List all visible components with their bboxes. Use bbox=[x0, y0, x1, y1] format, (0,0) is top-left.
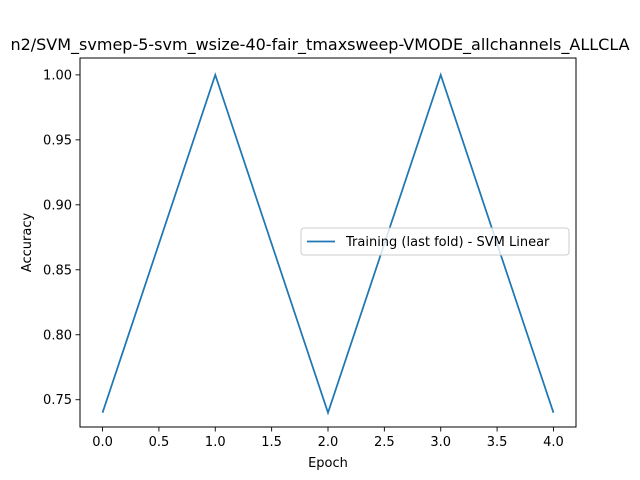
series-layer bbox=[101, 72, 555, 416]
y-axis-label: Accuracy bbox=[20, 213, 35, 273]
legend-box bbox=[300, 227, 570, 256]
legend-label: Training (last fold) - SVM Linear bbox=[345, 235, 550, 250]
x-tick-label: 3.5 bbox=[487, 435, 508, 450]
legend: Training (last fold) - SVM Linear bbox=[300, 227, 570, 256]
y-tick-label: 0.80 bbox=[43, 328, 72, 343]
y-tick-label: 0.90 bbox=[43, 198, 72, 213]
x-tick-label: 1.5 bbox=[261, 435, 282, 450]
chart-title: n2/SVM_svmep-5-svm_wsize-40-fair_tmaxswe… bbox=[10, 35, 629, 55]
y-tick-label: 0.75 bbox=[43, 393, 72, 408]
x-tick-label: 4.0 bbox=[543, 435, 564, 450]
x-tick-label: 1.0 bbox=[205, 435, 226, 450]
x-tick-label: 2.0 bbox=[318, 435, 339, 450]
x-axis-label: Epoch bbox=[308, 456, 348, 471]
x-tick-label: 0.0 bbox=[92, 435, 113, 450]
x-tick-label: 2.5 bbox=[374, 435, 395, 450]
series-line-0 bbox=[101, 72, 555, 416]
x-axis-ticks: 0.0 0.5 1.0 1.5 2.0 2.5 3.0 3.5 4.0 bbox=[92, 427, 564, 450]
y-tick-label: 0.95 bbox=[43, 133, 72, 148]
plot-frame bbox=[79, 57, 577, 428]
y-axis-ticks: 0.75 0.80 0.85 0.90 0.95 1.00 bbox=[43, 68, 80, 408]
x-tick-label: 3.0 bbox=[430, 435, 451, 450]
x-tick-label: 0.5 bbox=[149, 435, 170, 450]
y-tick-label: 0.85 bbox=[43, 263, 72, 278]
y-tick-label: 1.00 bbox=[43, 68, 72, 83]
